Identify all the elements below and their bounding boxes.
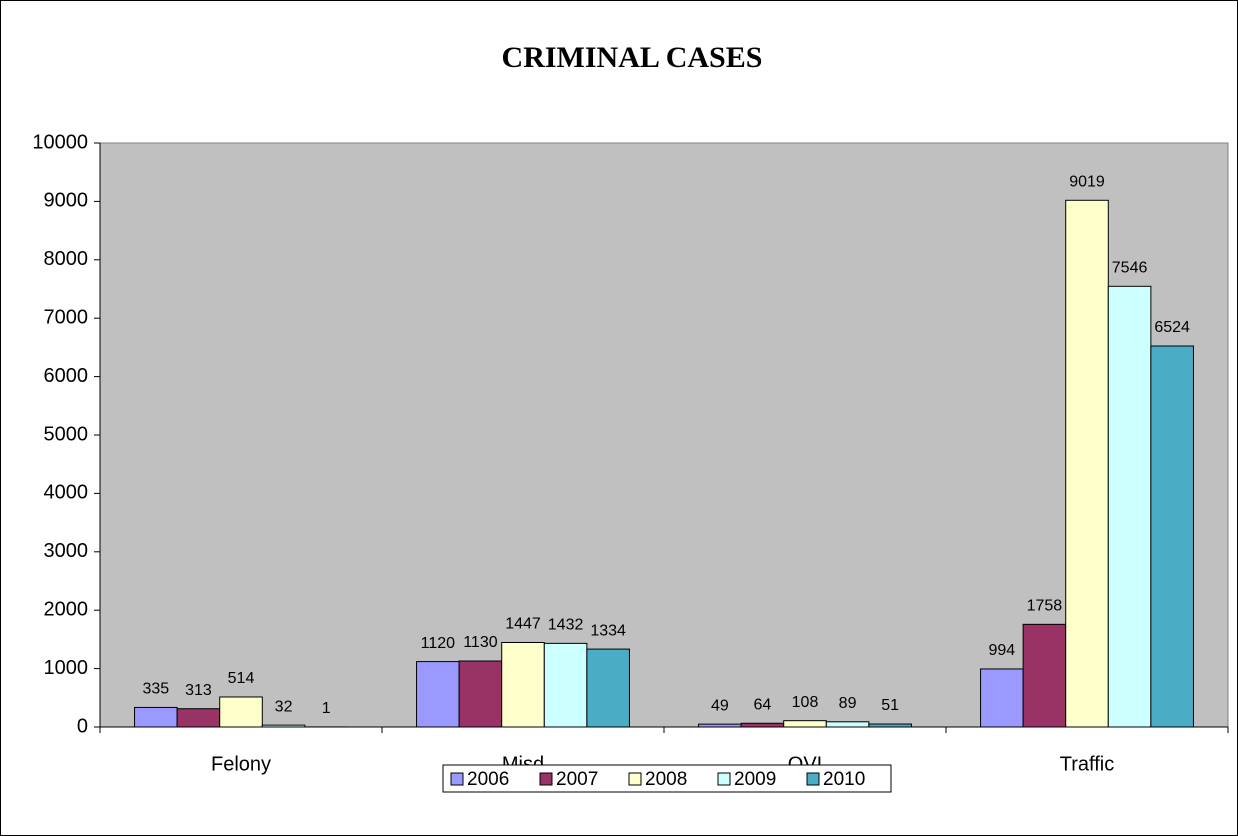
y-tick-label: 9000 bbox=[44, 190, 89, 212]
y-tick-label: 3000 bbox=[44, 540, 89, 562]
x-tick-label: Traffic bbox=[1060, 753, 1114, 775]
legend-swatch bbox=[806, 772, 820, 786]
bar bbox=[825, 721, 870, 728]
legend-label: 2007 bbox=[556, 769, 598, 790]
y-tick-label: 2000 bbox=[44, 598, 89, 620]
y-tick-label: 4000 bbox=[44, 482, 89, 504]
legend-label: 2009 bbox=[734, 769, 776, 790]
data-label: 64 bbox=[754, 696, 772, 713]
bar bbox=[1150, 345, 1194, 728]
y-tick-label: 10000 bbox=[32, 131, 88, 153]
data-label: 1334 bbox=[590, 622, 626, 639]
data-label: 1758 bbox=[1027, 598, 1063, 615]
data-label: 9019 bbox=[1069, 174, 1105, 191]
legend-swatch bbox=[450, 772, 464, 786]
bar bbox=[134, 706, 178, 728]
data-label: 994 bbox=[988, 642, 1015, 659]
bar bbox=[458, 660, 503, 728]
y-tick-label: 0 bbox=[77, 715, 88, 737]
y-tick-label: 8000 bbox=[44, 248, 89, 270]
bar bbox=[783, 720, 827, 728]
legend-label: 2010 bbox=[823, 769, 865, 790]
bar bbox=[1107, 285, 1152, 728]
bar bbox=[416, 661, 460, 728]
bar bbox=[980, 668, 1024, 728]
bar bbox=[740, 722, 785, 728]
bar bbox=[501, 641, 545, 728]
legend-swatch bbox=[628, 772, 642, 786]
legend-swatch bbox=[539, 772, 553, 786]
data-label: 514 bbox=[228, 670, 255, 687]
data-label: 335 bbox=[142, 681, 169, 698]
bar bbox=[586, 648, 630, 728]
bar bbox=[219, 696, 263, 728]
data-label: 49 bbox=[711, 697, 729, 714]
y-tick-label: 7000 bbox=[44, 306, 89, 328]
data-label: 1447 bbox=[505, 616, 541, 633]
data-label: 1130 bbox=[463, 634, 498, 651]
chart-title: CRIMINAL CASES bbox=[502, 41, 763, 74]
bar bbox=[1022, 623, 1067, 728]
bar bbox=[176, 708, 221, 728]
legend-label: 2008 bbox=[645, 769, 687, 790]
data-label: 313 bbox=[185, 682, 212, 699]
data-label: 7546 bbox=[1112, 260, 1148, 277]
data-label: 1432 bbox=[548, 617, 584, 634]
x-tick-label: Felony bbox=[211, 753, 271, 775]
data-label: 6524 bbox=[1154, 319, 1190, 336]
y-tick-label: 6000 bbox=[44, 365, 89, 387]
data-label: 32 bbox=[275, 698, 293, 715]
legend-swatch bbox=[717, 772, 731, 786]
data-label: 1120 bbox=[421, 635, 456, 652]
bar bbox=[1065, 199, 1109, 728]
data-label: 51 bbox=[881, 697, 899, 714]
data-label: 89 bbox=[839, 695, 857, 712]
data-label: 108 bbox=[792, 694, 819, 711]
y-tick-label: 1000 bbox=[44, 657, 89, 679]
bar bbox=[543, 642, 588, 728]
legend-label: 2006 bbox=[467, 769, 509, 790]
y-tick-label: 5000 bbox=[44, 423, 89, 445]
data-label: 1 bbox=[322, 700, 331, 717]
